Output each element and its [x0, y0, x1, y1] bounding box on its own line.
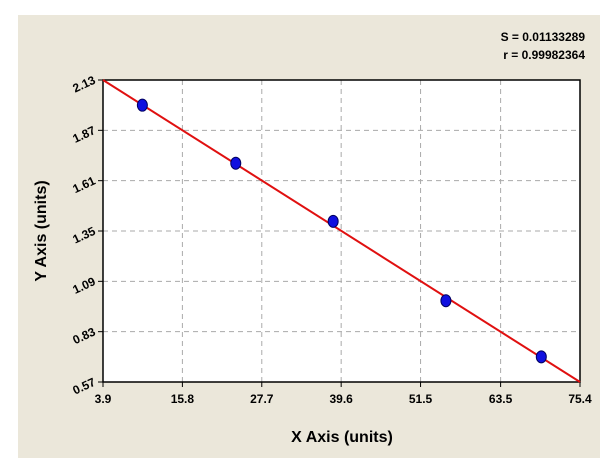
- x-tick-label: 51.5: [409, 392, 433, 406]
- x-tick-label: 15.8: [171, 392, 195, 406]
- point: [535, 350, 547, 364]
- point: [230, 156, 242, 170]
- fit-line: [102, 79, 581, 383]
- x-tick-label: 3.9: [95, 392, 112, 406]
- y-axis-label: Y Axis (units): [33, 180, 50, 281]
- annotation: r = 0.99982364: [503, 48, 585, 62]
- x-tick-label: 75.4: [568, 392, 592, 406]
- x-axis-label: X Axis (units): [291, 429, 393, 446]
- point: [136, 98, 148, 112]
- x-tick-label: 27.7: [250, 392, 274, 406]
- point: [440, 294, 452, 308]
- point: [327, 214, 339, 228]
- x-tick-label: 63.5: [489, 392, 513, 406]
- x-tick-label: 39.6: [329, 392, 353, 406]
- annotation: S = 0.01133289: [501, 30, 586, 44]
